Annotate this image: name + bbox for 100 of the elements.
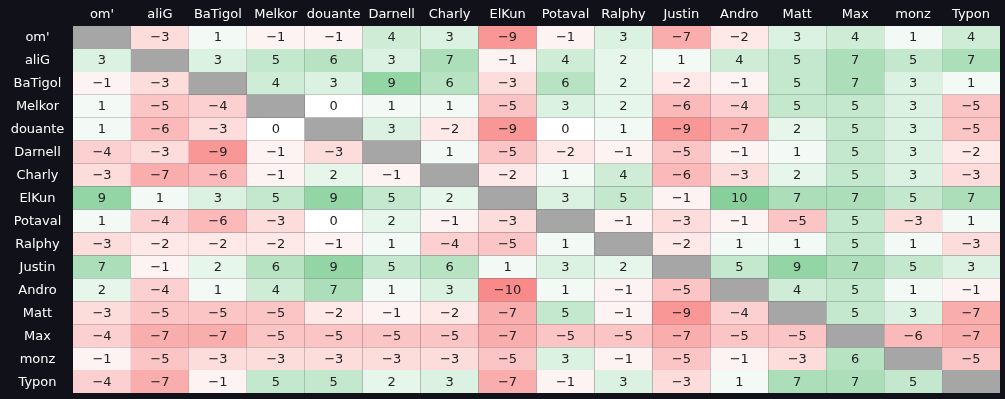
data-label: 5 [851,212,860,228]
x-tick-label: Andro [720,5,759,21]
data-label: 5 [387,258,396,274]
data-label: −1 [208,373,228,389]
data-label: −3 [266,350,286,366]
data-label: −5 [266,304,286,320]
data-label: 7 [793,373,802,389]
data-label: 1 [213,29,222,45]
data-label: 5 [561,304,570,320]
data-label: 2 [387,212,396,228]
data-label: −1 [613,281,633,297]
data-label: 2 [387,373,396,389]
data-label: 7 [851,75,860,91]
data-label: −2 [555,144,576,160]
data-label: −5 [671,281,691,297]
data-label: −7 [729,121,749,137]
data-label: 5 [851,235,860,251]
data-label: 6 [445,75,454,91]
data-label: 5 [851,98,860,114]
data-label: −5 [497,98,518,114]
data-label: −3 [150,29,170,45]
data-label: −2 [266,235,286,251]
data-label: −3 [150,144,170,160]
y-tick-label: Melkor [15,98,60,114]
data-label: 1 [155,190,165,206]
data-label: 5 [908,258,918,274]
data-label: −2 [671,235,691,251]
data-label: −3 [903,212,923,228]
data-label: 5 [735,258,744,274]
y-tick-label: Justin [18,258,56,274]
data-label: 1 [561,235,570,251]
data-label: 4 [966,29,976,45]
data-label: −3 [497,75,518,91]
data-label: −3 [497,212,518,228]
data-label: 1 [908,281,918,297]
data-label: 1 [793,144,802,160]
data-label: 5 [329,373,338,389]
data-label: −5 [671,144,691,160]
x-tick-label: Justin [662,5,700,21]
data-label: −1 [150,258,170,274]
data-label: 3 [561,190,570,206]
data-label: 2 [619,52,628,68]
data-label: −2 [208,235,228,251]
x-tick-label: monz [895,5,932,21]
data-label: −1 [961,281,981,297]
data-label: 5 [851,281,860,297]
data-label: −2 [440,121,460,137]
data-label: −3 [787,350,807,366]
data-label: 3 [329,75,338,91]
data-label: 4 [619,167,628,183]
y-tick-label: om' [25,29,50,45]
data-label: 1 [908,235,918,251]
data-label: 3 [97,52,107,68]
y-tick-label: Darnell [14,144,61,160]
data-label: −6 [671,167,691,183]
data-label: −3 [961,167,981,183]
data-label: −6 [208,212,228,228]
data-label: −3 [382,350,402,366]
data-label: −1 [92,75,112,91]
data-label: 1 [97,121,107,137]
data-label: −9 [497,121,518,137]
data-label: 4 [851,29,860,45]
data-label: −6 [150,121,170,137]
data-label: 9 [387,75,396,91]
data-label: −2 [440,304,460,320]
data-label: 3 [561,98,570,114]
data-label: −1 [729,144,749,160]
data-label: −5 [150,304,170,320]
data-label: 1 [387,281,396,297]
data-label: −7 [961,304,981,320]
data-label: 7 [97,258,107,274]
data-label: −5 [671,350,691,366]
data-label: −5 [555,327,576,343]
data-label: 1 [966,75,976,91]
x-tick-label: Ralphy [601,5,646,21]
data-label: 1 [735,235,744,251]
data-label: −5 [787,212,807,228]
data-label: −1 [382,304,402,320]
data-label: 6 [561,75,570,91]
data-label: −3 [324,350,344,366]
data-label: 7 [793,190,802,206]
data-label: −3 [150,75,170,91]
data-label: 0 [271,121,280,137]
data-label: 1 [908,29,918,45]
data-label: 2 [97,281,107,297]
data-label: −9 [671,121,691,137]
data-label: −5 [208,304,228,320]
data-label: 7 [966,52,976,68]
data-label: 2 [445,190,454,206]
data-label: 3 [908,121,918,137]
data-label: 3 [908,167,918,183]
data-label: −7 [150,167,170,183]
data-label: −3 [266,212,286,228]
data-label: 3 [966,258,976,274]
data-label: 9 [97,190,107,206]
data-label: −6 [903,327,923,343]
data-label: −9 [208,144,228,160]
data-label: 1 [97,98,107,114]
data-label: −1 [671,190,691,206]
data-label: 3 [561,350,570,366]
